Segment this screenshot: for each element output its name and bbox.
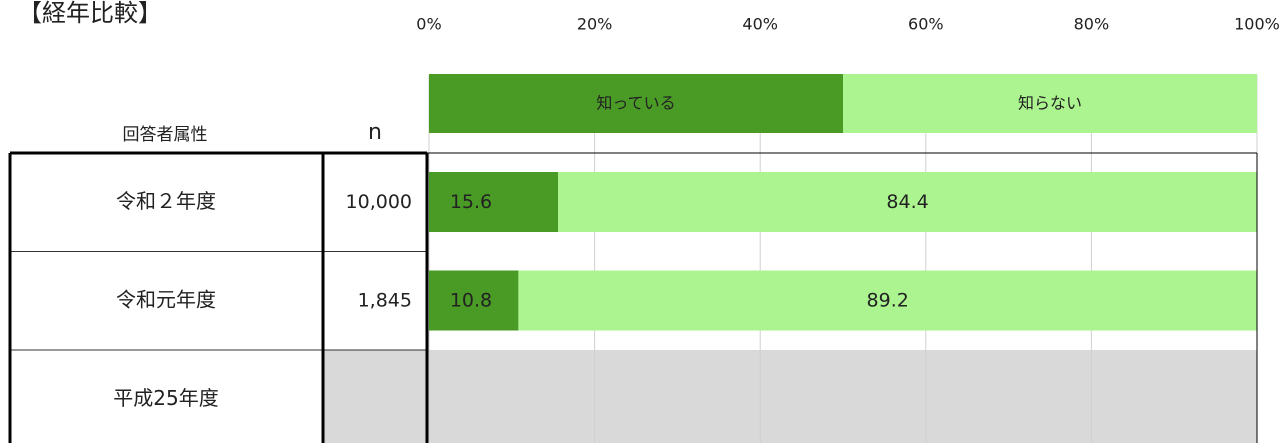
x-tick-label: 0% [416, 15, 441, 34]
bar-segment [429, 172, 559, 232]
chart-title: 【経年比較】 [18, 0, 162, 27]
n-header: n [368, 120, 382, 145]
legend-label: 知っている [596, 94, 675, 113]
value-label: 84.4 [886, 191, 928, 213]
legend-label: 知らない [1018, 94, 1082, 113]
legend-swatch [843, 74, 1257, 133]
legend-swatch [429, 74, 843, 133]
bar-segment [429, 270, 519, 331]
bar-segment [558, 172, 1257, 232]
x-tick-label: 80% [1074, 15, 1110, 34]
x-tick-label: 20% [577, 15, 613, 34]
value-label: 89.2 [867, 289, 909, 311]
category-label: 令和２年度 [116, 189, 216, 213]
x-tick-label: 100% [1234, 15, 1280, 34]
row-header: 回答者属性 [123, 125, 208, 145]
category-label: 平成25年度 [113, 386, 218, 410]
value-label: 10.8 [450, 289, 492, 311]
x-tick-label: 40% [742, 15, 778, 34]
value-label: 15.6 [450, 191, 492, 213]
category-label: 令和元年度 [116, 287, 216, 311]
x-tick-label: 60% [908, 15, 944, 34]
n-label: 1,845 [358, 289, 412, 311]
n-label: 10,000 [346, 191, 412, 213]
no-data-fill [323, 350, 1257, 443]
bar-segment [518, 270, 1257, 331]
